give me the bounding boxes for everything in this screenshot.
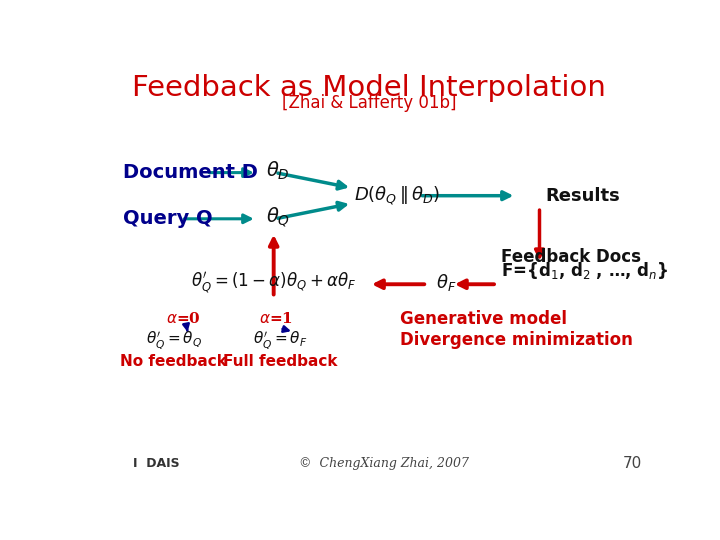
Text: Divergence minimization: Divergence minimization xyxy=(400,330,633,349)
Text: $\theta_Q' = (1-\alpha)\theta_Q + \alpha\theta_F$: $\theta_Q' = (1-\alpha)\theta_Q + \alpha… xyxy=(191,270,356,295)
Text: $\theta_Q' = \theta_F$: $\theta_Q' = \theta_F$ xyxy=(253,329,307,350)
Text: I  DAIS: I DAIS xyxy=(132,457,179,470)
Text: $\theta_F$: $\theta_F$ xyxy=(436,272,457,293)
Text: Results: Results xyxy=(546,187,621,205)
Text: Full feedback: Full feedback xyxy=(222,354,337,369)
Text: $\theta_Q' = \theta_Q$: $\theta_Q' = \theta_Q$ xyxy=(145,329,202,350)
Text: Feedback Docs: Feedback Docs xyxy=(500,247,641,266)
Text: ©  ChengXiang Zhai, 2007: © ChengXiang Zhai, 2007 xyxy=(300,457,469,470)
Text: Query Q: Query Q xyxy=(122,210,212,228)
Text: Generative model: Generative model xyxy=(400,310,567,328)
Text: $\alpha$=0: $\alpha$=0 xyxy=(166,312,200,326)
Text: Document D: Document D xyxy=(122,163,258,182)
Text: Feedback as Model Interpolation: Feedback as Model Interpolation xyxy=(132,74,606,102)
Text: $\theta_Q$: $\theta_Q$ xyxy=(266,206,290,229)
Text: No feedback: No feedback xyxy=(120,354,227,369)
Text: [Zhai & Lafferty 01b]: [Zhai & Lafferty 01b] xyxy=(282,94,456,112)
Text: $D(\theta_Q\,\|\,\theta_D)$: $D(\theta_Q\,\|\,\theta_D)$ xyxy=(354,184,439,207)
Text: 70: 70 xyxy=(623,456,642,471)
Text: F={d$_1$, d$_2$ , …, d$_n$}: F={d$_1$, d$_2$ , …, d$_n$} xyxy=(500,260,668,281)
Text: $\alpha$=1: $\alpha$=1 xyxy=(259,312,293,326)
Text: $\theta_D$: $\theta_D$ xyxy=(266,160,289,182)
